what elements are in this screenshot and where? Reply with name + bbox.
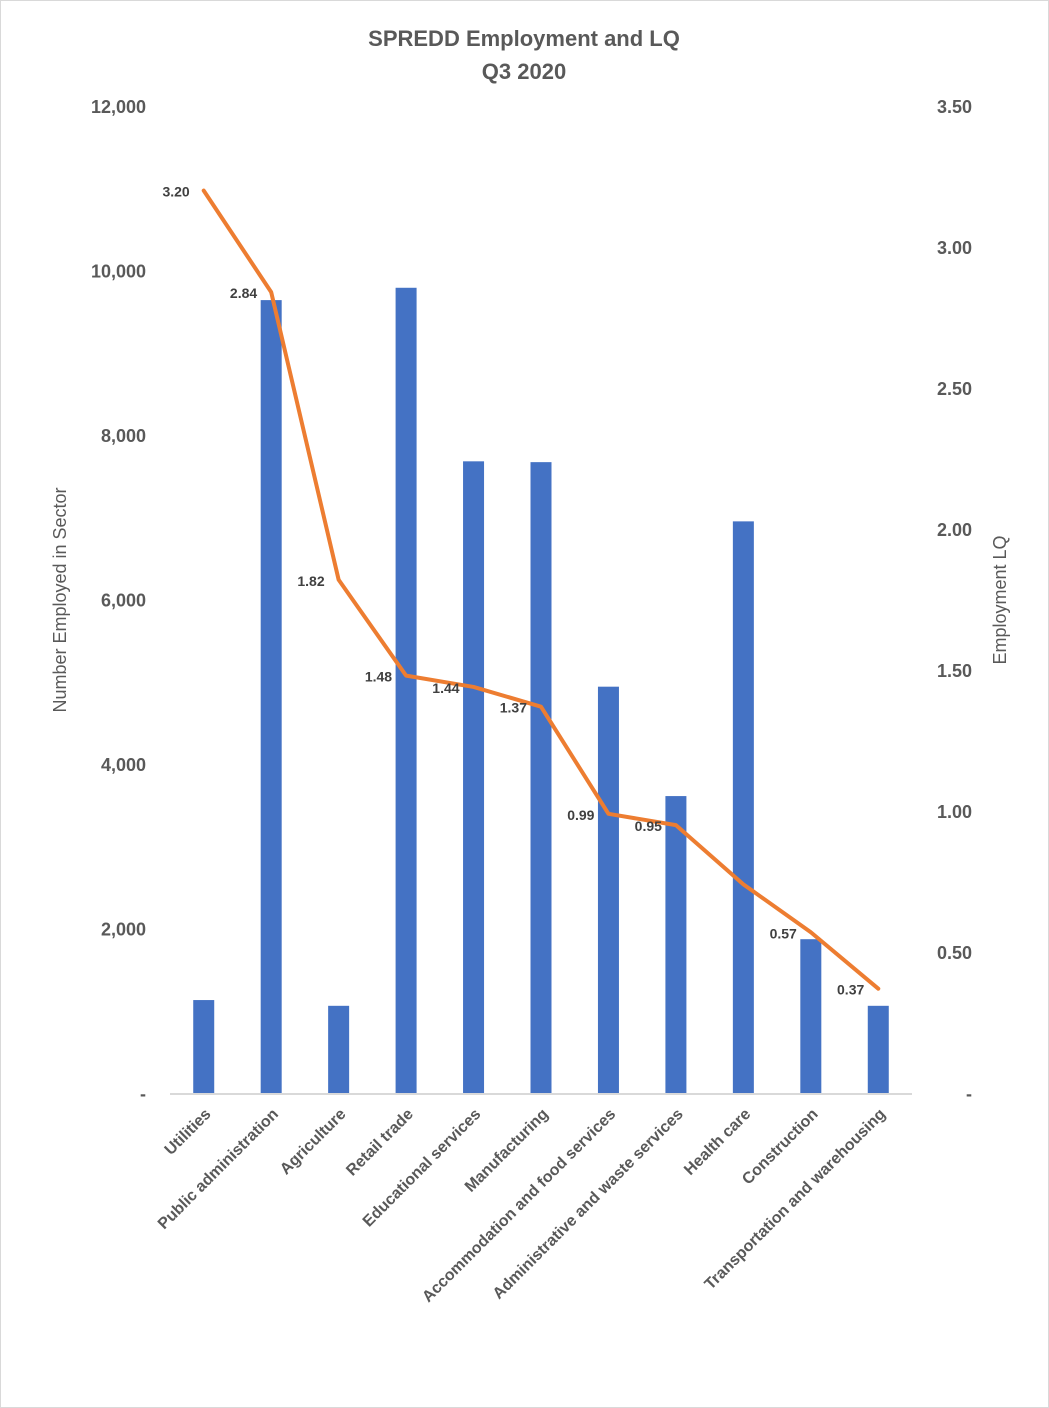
y2-tick-label: 1.50 (937, 661, 972, 681)
bar-series (193, 287, 889, 1094)
bar (530, 462, 552, 1094)
bar (260, 300, 282, 1093)
bar (867, 1005, 889, 1093)
y2-axis-title: Employment LQ (990, 535, 1010, 664)
y2-tick-label: 3.00 (937, 238, 972, 258)
y-tick-label: 10,000 (91, 262, 146, 282)
y2-tick-label: 1.00 (937, 802, 972, 822)
bar (328, 1005, 350, 1093)
x-category-label: Public administration (155, 1106, 282, 1233)
lq-data-label: 0.99 (567, 807, 594, 823)
y2-tick-label: 0.50 (937, 943, 972, 963)
bar (665, 796, 687, 1093)
lq-line-series (201, 188, 881, 991)
bar (463, 461, 485, 1093)
y-axis-title: Number Employed in Sector (50, 487, 70, 712)
y2-tick-label: 2.00 (937, 520, 972, 540)
x-category-label: Utilities (162, 1106, 215, 1159)
y-tick-label: 12,000 (91, 97, 146, 117)
lq-data-label: 0.57 (770, 925, 797, 941)
lq-data-label: 1.37 (500, 700, 527, 716)
x-category-label: Retail trade (343, 1106, 417, 1180)
lq-data-label: 1.48 (365, 669, 392, 685)
y2-tick-label: 3.50 (937, 97, 972, 117)
lq-data-label: 3.20 (162, 184, 189, 200)
lq-data-label: 0.37 (837, 982, 864, 998)
bar (395, 287, 417, 1094)
chart-title: SPREDD Employment and LQ (368, 26, 680, 51)
y2-axis-ticks: - 0.50 1.00 1.50 2.00 2.50 3.00 3.50 (937, 97, 972, 1104)
chart-subtitle: Q3 2020 (482, 59, 566, 84)
y2-tick-label: - (966, 1084, 972, 1104)
x-category-label: Agriculture (277, 1106, 349, 1178)
lq-data-labels: 3.20 2.84 1.82 1.48 1.44 1.37 0.99 0.95 0.57 0.37 (162, 184, 864, 998)
y-axis-ticks: - 2,000 4,000 6,000 8,000 10,000 12,000 (91, 97, 146, 1104)
y-tick-label: 4,000 (101, 755, 146, 775)
lq-data-label: 1.44 (432, 680, 459, 696)
bar (800, 939, 822, 1093)
y-tick-label: 6,000 (101, 591, 146, 611)
y-tick-label: 8,000 (101, 426, 146, 446)
lq-data-label: 2.84 (230, 285, 257, 301)
y2-tick-label: 2.50 (937, 379, 972, 399)
y-tick-label: - (140, 1084, 146, 1104)
y-tick-label: 2,000 (101, 920, 146, 940)
bar (732, 521, 754, 1093)
lq-data-label: 1.82 (297, 573, 324, 589)
bar (597, 686, 619, 1093)
bar (193, 1000, 215, 1093)
x-category-label: Educational services (360, 1106, 485, 1231)
lq-data-label: 0.95 (635, 818, 662, 834)
x-category-label: Health care (681, 1106, 754, 1179)
